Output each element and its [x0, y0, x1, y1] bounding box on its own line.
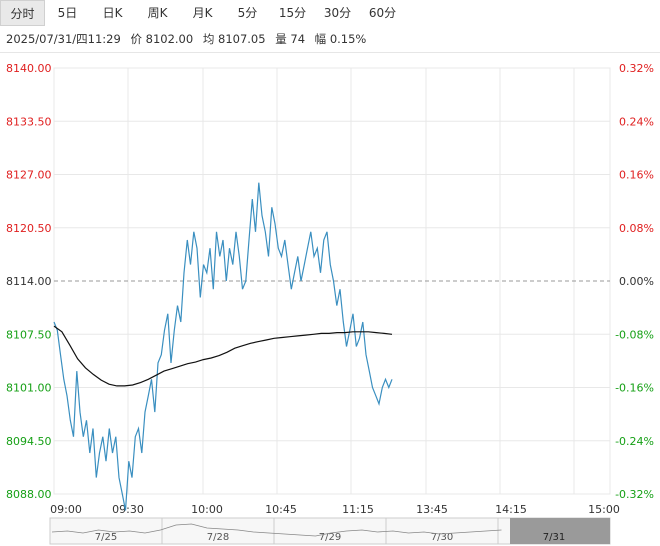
- x-tick-label-3: 10:45: [265, 503, 297, 516]
- tab-15min[interactable]: 15分: [278, 6, 307, 20]
- quote-info: 2025/07/31/四11:29 价 8102.00 均 8107.05 量 …: [6, 31, 372, 47]
- y-tick-label-3: 8120.50: [6, 222, 52, 235]
- tab-weekly-k[interactable]: 周K: [147, 6, 168, 20]
- navigator-selection: [510, 518, 610, 544]
- tab-5day[interactable]: 5日: [57, 6, 78, 20]
- header-divider: [0, 52, 660, 53]
- pct-tick-label-5: -0.08%: [615, 328, 654, 341]
- navigator-date-0: 7/25: [95, 532, 117, 543]
- tab-60min[interactable]: 60分: [368, 6, 397, 20]
- x-tick-label-1: 09:30: [112, 503, 144, 516]
- y-tick-label-1: 8133.50: [6, 115, 52, 128]
- tab-intraday[interactable]: 分时: [0, 0, 45, 26]
- x-tick-label-6: 14:15: [495, 503, 527, 516]
- pct-tick-label-8: -0.32%: [615, 488, 654, 501]
- y-tick-label-8: 8088.00: [6, 488, 52, 501]
- pct-tick-label-2: 0.16%: [619, 169, 654, 182]
- quote-datetime: 2025/07/31/四11:29: [6, 32, 121, 46]
- y-tick-label-0: 8140.00: [6, 62, 52, 75]
- price-line: [53, 182, 393, 511]
- navigator-date-4: 7/31: [543, 532, 565, 543]
- pct-tick-label-4: 0.00%: [619, 275, 654, 288]
- navigator-sparkline: [51, 523, 502, 537]
- y-tick-label-7: 8094.50: [6, 435, 52, 448]
- tab-30min[interactable]: 30分: [323, 6, 352, 20]
- navigator-date-1: 7/28: [207, 532, 229, 543]
- quote-avg: 均 8107.05: [202, 32, 266, 46]
- pct-tick-label-7: -0.24%: [615, 435, 654, 448]
- x-tick-label-2: 10:00: [191, 503, 223, 516]
- y-tick-label-5: 8107.50: [6, 328, 52, 341]
- quote-pct: 幅 0.15%: [314, 32, 367, 46]
- pct-tick-label-6: -0.16%: [615, 382, 654, 395]
- quote-volume: 量 74: [275, 32, 306, 46]
- x-tick-label-7: 15:00: [588, 503, 620, 516]
- tab-daily-k[interactable]: 日K: [102, 6, 123, 20]
- x-tick-label-5: 13:45: [416, 503, 448, 516]
- x-tick-label-0: 09:00: [50, 503, 82, 516]
- y-tick-label-4: 8114.00: [6, 275, 52, 288]
- y-tick-label-2: 8127.00: [6, 169, 52, 182]
- tab-monthly-k[interactable]: 月K: [192, 6, 213, 20]
- quote-price: 价 8102.00: [130, 32, 194, 46]
- pct-tick-label-1: 0.24%: [619, 115, 654, 128]
- avg-line: [53, 325, 393, 387]
- y-tick-label-6: 8101.00: [6, 382, 52, 395]
- tab-5min[interactable]: 5分: [237, 6, 258, 20]
- pct-tick-label-0: 0.32%: [619, 62, 654, 75]
- navigator-date-3: 7/30: [431, 532, 453, 543]
- x-tick-label-4: 11:15: [342, 503, 374, 516]
- period-tabs: 分时 5日 日K 周K 月K 5分 15分 30分 60分: [0, 0, 660, 26]
- navigator-date-2: 7/29: [319, 532, 341, 543]
- pct-tick-label-3: 0.08%: [619, 222, 654, 235]
